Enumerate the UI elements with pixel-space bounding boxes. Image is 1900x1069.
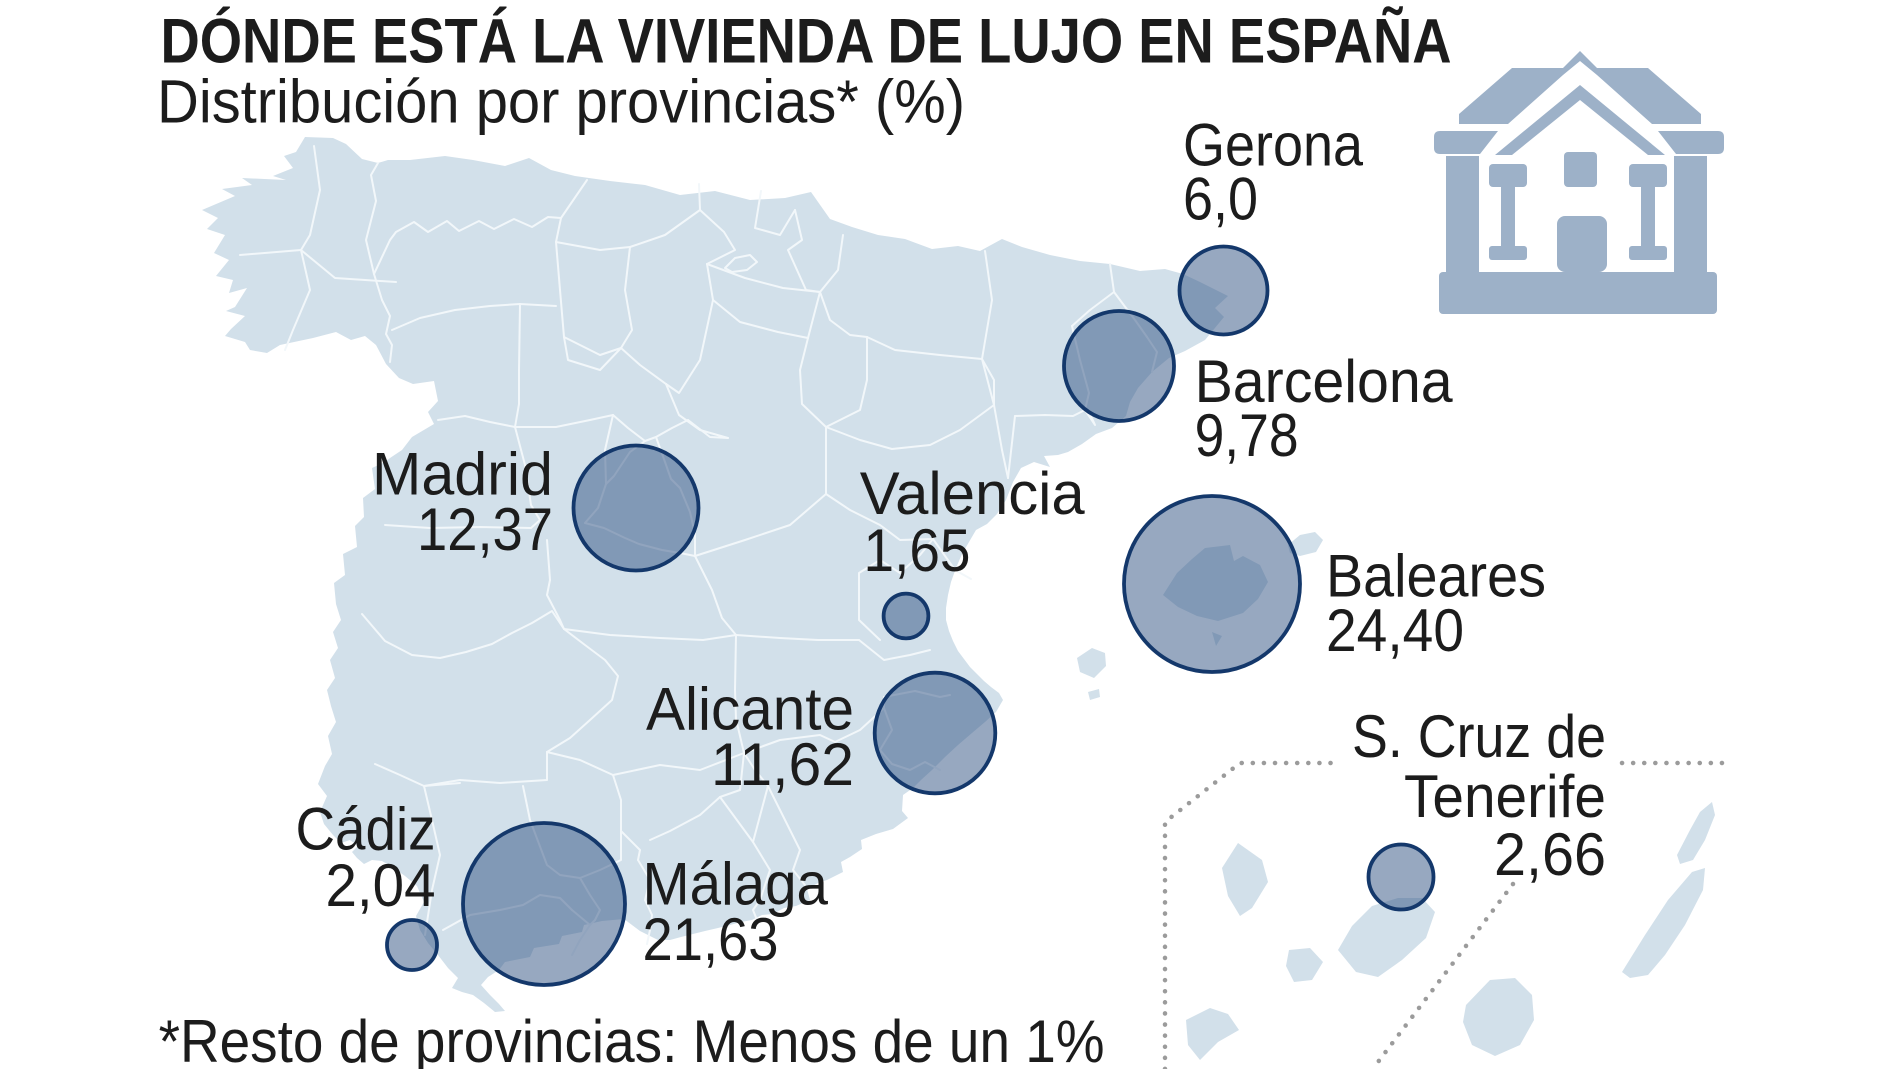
svg-text:6,0: 6,0 [1183,166,1258,233]
svg-text:Valencia: Valencia [860,460,1086,527]
svg-text:Distribución por provincias* (: Distribución por provincias* (%) [157,68,965,136]
svg-text:12,37: 12,37 [417,496,553,563]
svg-text:Cádiz: Cádiz [296,795,436,862]
svg-text:Málaga: Málaga [643,851,829,918]
svg-text:Tenerife: Tenerife [1404,763,1606,830]
svg-text:Gerona: Gerona [1183,112,1364,179]
svg-text:Baleares: Baleares [1326,543,1546,610]
svg-text:DÓNDE ESTÁ LA VIVIENDA DE LUJO: DÓNDE ESTÁ LA VIVIENDA DE LUJO EN ESPAÑA [161,5,1452,76]
svg-text:1,65: 1,65 [864,517,971,584]
svg-text:*Resto de provincias: Menos de: *Resto de provincias: Menos de un 1% [159,1008,1105,1069]
svg-text:21,63: 21,63 [643,906,779,973]
svg-text:Barcelona: Barcelona [1195,348,1454,415]
svg-text:2,04: 2,04 [326,852,436,919]
svg-text:Madrid: Madrid [372,441,553,508]
svg-text:11,62: 11,62 [711,731,854,798]
svg-text:S. Cruz de: S. Cruz de [1352,703,1606,770]
svg-text:Alicante: Alicante [646,675,854,742]
svg-text:9,78: 9,78 [1195,402,1299,469]
svg-text:24,40: 24,40 [1326,597,1464,664]
svg-text:2,66: 2,66 [1494,821,1606,888]
